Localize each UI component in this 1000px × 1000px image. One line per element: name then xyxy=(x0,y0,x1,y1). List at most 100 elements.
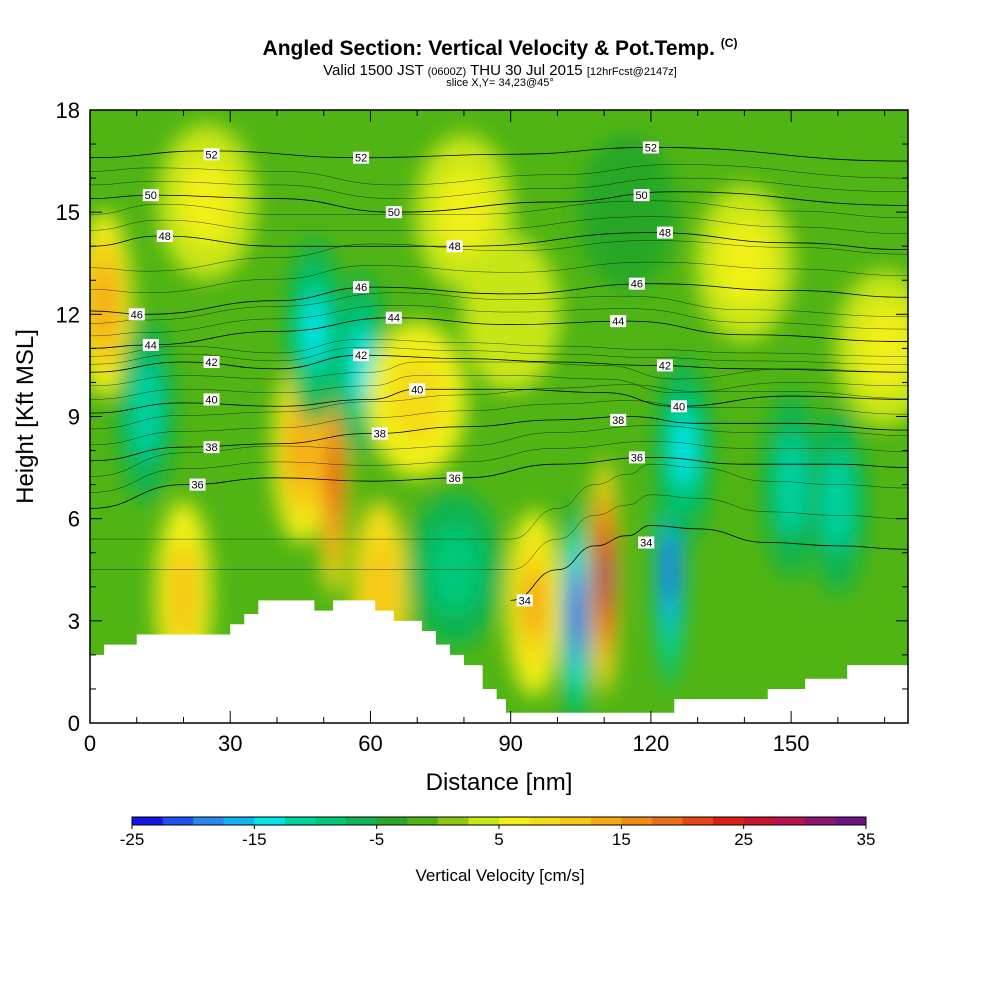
velocity-cell xyxy=(821,451,854,553)
colorbar-swatch xyxy=(193,817,225,825)
contour-label-text: 42 xyxy=(205,357,217,369)
contour-label: 42 xyxy=(353,349,370,362)
isentropes xyxy=(90,147,908,601)
isentrope-minor xyxy=(90,425,908,477)
colorbar-label: Vertical Velocity [cm/s] xyxy=(415,866,584,885)
contour-label-text: 44 xyxy=(612,316,624,328)
contour-label-bg xyxy=(203,393,220,406)
contour-label-bg xyxy=(203,356,220,369)
colorbar-swatch xyxy=(651,817,683,825)
contour-label-text: 34 xyxy=(640,538,652,550)
velocity-cell xyxy=(569,584,583,645)
contour-label-bg xyxy=(353,151,370,164)
isentrope-minor xyxy=(90,261,908,294)
contour-label: 52 xyxy=(203,148,220,161)
colorbar-tick-label: 5 xyxy=(494,830,503,849)
contour-label-bg xyxy=(371,427,388,440)
x-tick-label: 90 xyxy=(498,731,522,756)
contour-label: 52 xyxy=(353,151,370,165)
contour-label: 50 xyxy=(633,189,650,202)
contour-label-bg xyxy=(353,281,370,294)
velocity-cell xyxy=(437,169,491,256)
isentrope-34 xyxy=(510,525,908,601)
velocity-cell xyxy=(130,359,163,461)
colorbar-swatch xyxy=(407,817,439,825)
colorbar-swatch xyxy=(682,817,714,825)
colorbar-tick-label: 15 xyxy=(612,830,631,849)
velocity-cell xyxy=(598,550,611,603)
contour-label: 40 xyxy=(670,400,687,413)
colorbar-swatch xyxy=(743,817,775,825)
y-tick-label: 3 xyxy=(68,609,80,634)
contour-label: 36 xyxy=(628,451,645,464)
contour-label: 48 xyxy=(656,226,673,240)
velocity-cell xyxy=(717,220,771,307)
contour-label-bg xyxy=(656,226,673,239)
contour-label-bg xyxy=(446,471,463,484)
y-axis-label: Height [Kft MSL] xyxy=(12,329,39,504)
contour-label-bg xyxy=(633,189,650,202)
colorbar-swatch xyxy=(254,817,286,825)
contour-label-text: 46 xyxy=(131,309,143,321)
velocity-cell xyxy=(858,305,908,392)
colorbar-swatch xyxy=(223,817,255,825)
isentrope-minor xyxy=(90,347,908,365)
colorbar-tick-label: -25 xyxy=(120,830,145,849)
contour-label-text: 36 xyxy=(448,473,460,485)
contour-label-text: 36 xyxy=(191,480,203,492)
velocity-cell xyxy=(662,534,677,606)
contour-label-text: 34 xyxy=(519,595,531,607)
isentrope-minor xyxy=(90,361,908,387)
contour-label-text: 36 xyxy=(631,452,643,464)
y-tick-label: 15 xyxy=(56,200,80,225)
contour-label-bg xyxy=(142,338,159,351)
colorbar-swatch xyxy=(499,817,531,825)
contour-label-text: 44 xyxy=(145,340,157,352)
velocity-cell xyxy=(326,442,340,514)
contour-label: 42 xyxy=(656,359,673,372)
colorbar-tick-label: 35 xyxy=(857,830,876,849)
contour-label-text: 38 xyxy=(374,429,386,441)
isentrope-38 xyxy=(90,416,908,462)
contour-label-text: 46 xyxy=(355,282,367,294)
contour-label: 46 xyxy=(628,277,645,291)
colorbar-swatch xyxy=(376,817,408,825)
colorbar-swatch xyxy=(713,817,745,825)
contour-label-bg xyxy=(156,230,173,243)
isentrope-minor xyxy=(90,305,908,337)
isentrope-50 xyxy=(90,191,908,213)
x-tick-label: 30 xyxy=(218,731,242,756)
isentrope-minor xyxy=(90,216,908,234)
contour-label-text: 48 xyxy=(159,231,171,243)
contour-label: 38 xyxy=(203,441,220,454)
chart-subtitle: Valid 1500 JST (0600Z) THU 30 Jul 2015 [… xyxy=(0,62,1000,79)
contour-label-text: 48 xyxy=(448,241,460,253)
chart-title: Angled Section: Vertical Velocity & Pot.… xyxy=(0,36,1000,61)
y-tick-label: 6 xyxy=(68,507,80,532)
contour-label-bg xyxy=(610,315,627,328)
contour-label-bg xyxy=(189,478,206,491)
y-tick-label: 9 xyxy=(68,405,80,430)
contour-label-text: 52 xyxy=(355,153,367,165)
contour-label: 44 xyxy=(385,311,402,325)
velocity-cell xyxy=(390,356,444,443)
colorbar-swatch xyxy=(346,817,378,825)
contour-label-text: 52 xyxy=(645,142,657,154)
chart-title-tag: (C) xyxy=(720,36,738,50)
velocity-cell xyxy=(484,271,538,358)
velocity-cell xyxy=(302,295,327,368)
slice-info: slice X,Y= 34,23@45° xyxy=(446,77,554,89)
contour-label-text: 52 xyxy=(205,149,217,161)
contour-label: 36 xyxy=(189,478,206,492)
x-tick-label: 0 xyxy=(84,731,96,756)
contour-label: 34 xyxy=(516,594,533,607)
colorbar-tick-label: -5 xyxy=(369,830,384,849)
colorbar-swatch xyxy=(621,817,653,825)
contour-label: 48 xyxy=(446,240,463,253)
contour-label: 44 xyxy=(142,338,159,352)
colorbar-swatch xyxy=(437,817,469,825)
contour-label-text: 46 xyxy=(631,279,643,291)
axis-ticks xyxy=(89,109,908,724)
colorbar-swatch xyxy=(162,817,194,825)
contour-label-bg xyxy=(446,240,463,253)
